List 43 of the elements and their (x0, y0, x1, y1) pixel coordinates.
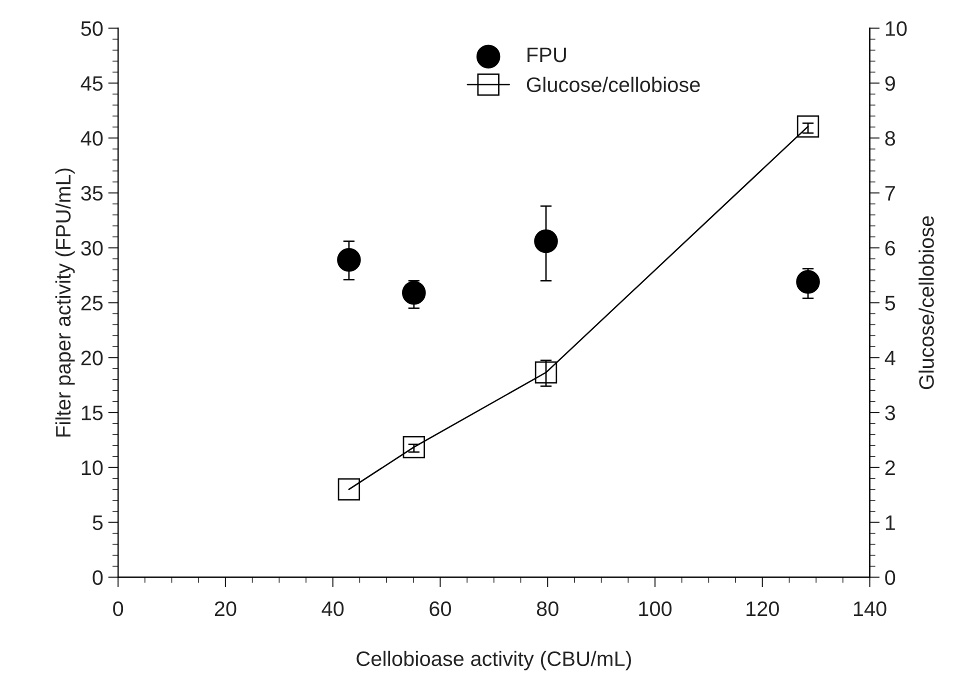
x-tick-label: 100 (639, 601, 672, 616)
legend-label: FPU (528, 48, 566, 62)
point (402, 436, 426, 458)
y2-tick-label: 7 (885, 186, 895, 200)
x-tick-label: 60 (430, 601, 451, 616)
x-tick-label: 0 (113, 601, 124, 616)
y2-tick-label: 8 (885, 131, 896, 146)
y2-tick-label: 5 (885, 296, 896, 310)
y-tick-label: 25 (81, 296, 103, 310)
point (337, 248, 361, 272)
point (534, 229, 558, 254)
x-tick-label: 120 (746, 601, 779, 616)
point (796, 270, 820, 294)
y2-tick-label: 9 (885, 76, 895, 91)
y-tick-label: 5 (92, 516, 103, 530)
point (534, 361, 558, 384)
y-tick-label: 20 (81, 350, 103, 366)
y2-tick-label: 4 (884, 350, 896, 366)
x-tick-label: 80 (536, 601, 558, 616)
y2-tick-label: 1 (886, 516, 895, 530)
y-axis-title: Filter paper activity (FPU/mL) (55, 168, 75, 436)
y-tick-label: 15 (82, 406, 103, 420)
y2-tick-label: 2 (885, 460, 895, 475)
x-tick-label: 140 (854, 601, 886, 616)
y-tick-label: 35 (81, 186, 103, 201)
y2-axis-title: Glucose/cellobiose (918, 216, 934, 390)
y-tick-label: 40 (80, 131, 103, 146)
point (338, 478, 360, 500)
y-tick-label: 45 (80, 76, 103, 91)
legend-label: Glucose/cellobiose (526, 76, 700, 92)
y2-tick-label: 6 (885, 240, 896, 256)
y2-tick-label: 0 (885, 570, 896, 585)
y-tick-label: 50 (81, 21, 103, 36)
y-tick-label: 0 (92, 570, 103, 585)
y2-tick-label: 10 (886, 21, 907, 36)
y2-tick-label: 3 (885, 406, 896, 420)
x-tick-label: 20 (214, 601, 236, 616)
point (402, 280, 426, 305)
x-axis-title: Cellobioase activity (CBU/mL) (356, 650, 631, 670)
y-tick-label: 10 (82, 460, 103, 476)
point (796, 115, 820, 138)
x-tick-label: 40 (322, 601, 344, 616)
y-tick-label: 30 (81, 240, 103, 256)
